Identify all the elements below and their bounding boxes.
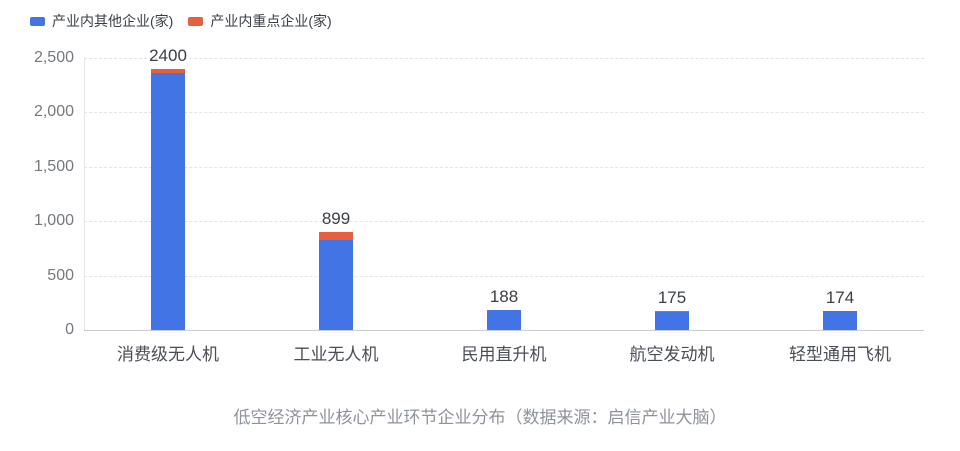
gridline: [84, 112, 924, 114]
bar-segment-other-companies: [655, 311, 689, 330]
y-axis-tick-label: 2,000: [33, 103, 74, 121]
chart-legend: 产业内其他企业(家) 产业内重点企业(家): [30, 11, 332, 31]
bar-segment-other-companies: [151, 72, 185, 330]
legend-swatch-blue-icon: [30, 16, 45, 26]
bar-value-label: 188: [489, 286, 519, 306]
bar-chart-plot-area: 0 500 1,000 1,500 2,000 2,500 2400 消费级无人机 899 工业无…: [34, 46, 924, 364]
bar-segment-other-companies: [823, 311, 857, 330]
bar-segment-key-companies: [319, 232, 353, 241]
y-axis-tick-label: 2,500: [33, 49, 74, 66]
x-axis-category-label: 轻型通用飞机: [789, 345, 891, 364]
y-axis-tick-label: 500: [47, 266, 74, 284]
chart-caption: 低空经济产业核心产业环节企业分布（数据来源：启信产业大脑）: [233, 408, 727, 427]
gridline: [84, 275, 924, 277]
legend-item-key-companies: 产业内重点企业(家): [188, 11, 332, 31]
bar-segment-other-companies: [319, 240, 353, 330]
bar-stack: [487, 309, 521, 330]
legend-swatch-orange-icon: [188, 16, 204, 26]
x-axis-category-label: 消费级无人机: [117, 345, 219, 364]
gridline: [84, 221, 924, 223]
gridline: [84, 166, 924, 168]
bar-segment-other-companies: [487, 309, 521, 330]
bar-segment-key-companies: [655, 310, 689, 312]
x-axis-category-label: 工业无人机: [293, 345, 379, 364]
bar-stack: [823, 311, 857, 330]
legend-item-other-companies: 产业内其他企业(家): [30, 11, 173, 31]
bar-segment-key-companies: [151, 68, 185, 73]
y-axis-tick-label: 1,500: [33, 157, 74, 175]
x-axis-category-label: 民用直升机: [461, 345, 547, 364]
bar-value-label: 899: [321, 209, 351, 229]
bar-stack: [319, 232, 353, 330]
y-axis-tick-label: 0: [65, 321, 74, 338]
bar-value-label: 175: [657, 287, 687, 307]
bar-value-label: 2400: [149, 45, 187, 65]
gridline: [84, 58, 924, 59]
x-axis-line: [84, 330, 924, 331]
bar-stack: [151, 68, 185, 330]
bar-value-label: 174: [825, 288, 855, 308]
legend-label-other-companies: 产业内其他企业(家): [52, 13, 174, 29]
y-axis-tick-label: 1,000: [33, 212, 74, 230]
bar-stack: [655, 310, 689, 330]
y-axis-line: [84, 58, 85, 330]
legend-label-key-companies: 产业内重点企业(家): [210, 13, 332, 29]
x-axis-category-label: 航空发动机: [629, 345, 715, 364]
